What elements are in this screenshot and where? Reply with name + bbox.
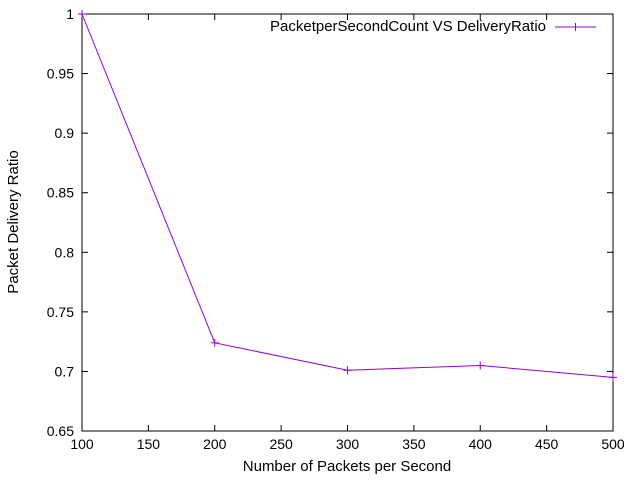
y-axis-label: Packet Delivery Ratio (5, 150, 22, 293)
y-tick-label: 1 (66, 6, 74, 22)
x-axis-label: Number of Packets per Second (243, 458, 451, 475)
y-tick-label: 0.65 (47, 423, 74, 439)
data-point (210, 338, 219, 347)
data-point (476, 361, 485, 370)
legend-point (571, 23, 580, 31)
y-tick-label: 0.75 (47, 304, 74, 320)
data-point (78, 10, 86, 18)
axis-ticks: 100 150 200 250 300 350 400 450 500 0.65 0.7 0.75 0.… (47, 6, 625, 452)
legend: PacketperSecondCount VS DeliveryRatio (270, 18, 596, 35)
data-point (609, 373, 617, 382)
y-tick-label: 0.9 (55, 125, 75, 141)
x-tick-label: 450 (535, 436, 559, 452)
series-line (81, 13, 614, 378)
x-tick-label: 250 (269, 436, 293, 452)
series-layer (78, 10, 617, 382)
x-tick-label: 350 (402, 436, 426, 452)
x-tick-label: 100 (70, 436, 94, 452)
legend-swatch-marker (571, 23, 580, 31)
x-tick-label: 200 (203, 436, 227, 452)
y-tick-label: 0.85 (47, 185, 74, 201)
y-tick-label: 0.95 (47, 66, 74, 82)
x-tick-label: 500 (601, 436, 625, 452)
x-tick-label: 300 (336, 436, 360, 452)
x-tick-label: 150 (137, 436, 161, 452)
y-tick-label: 0.7 (55, 363, 75, 379)
data-point (343, 366, 352, 375)
y-tick-label: 0.8 (55, 244, 75, 260)
legend-label: PacketperSecondCount VS DeliveryRatio (270, 18, 546, 35)
x-tick-label: 400 (469, 436, 493, 452)
